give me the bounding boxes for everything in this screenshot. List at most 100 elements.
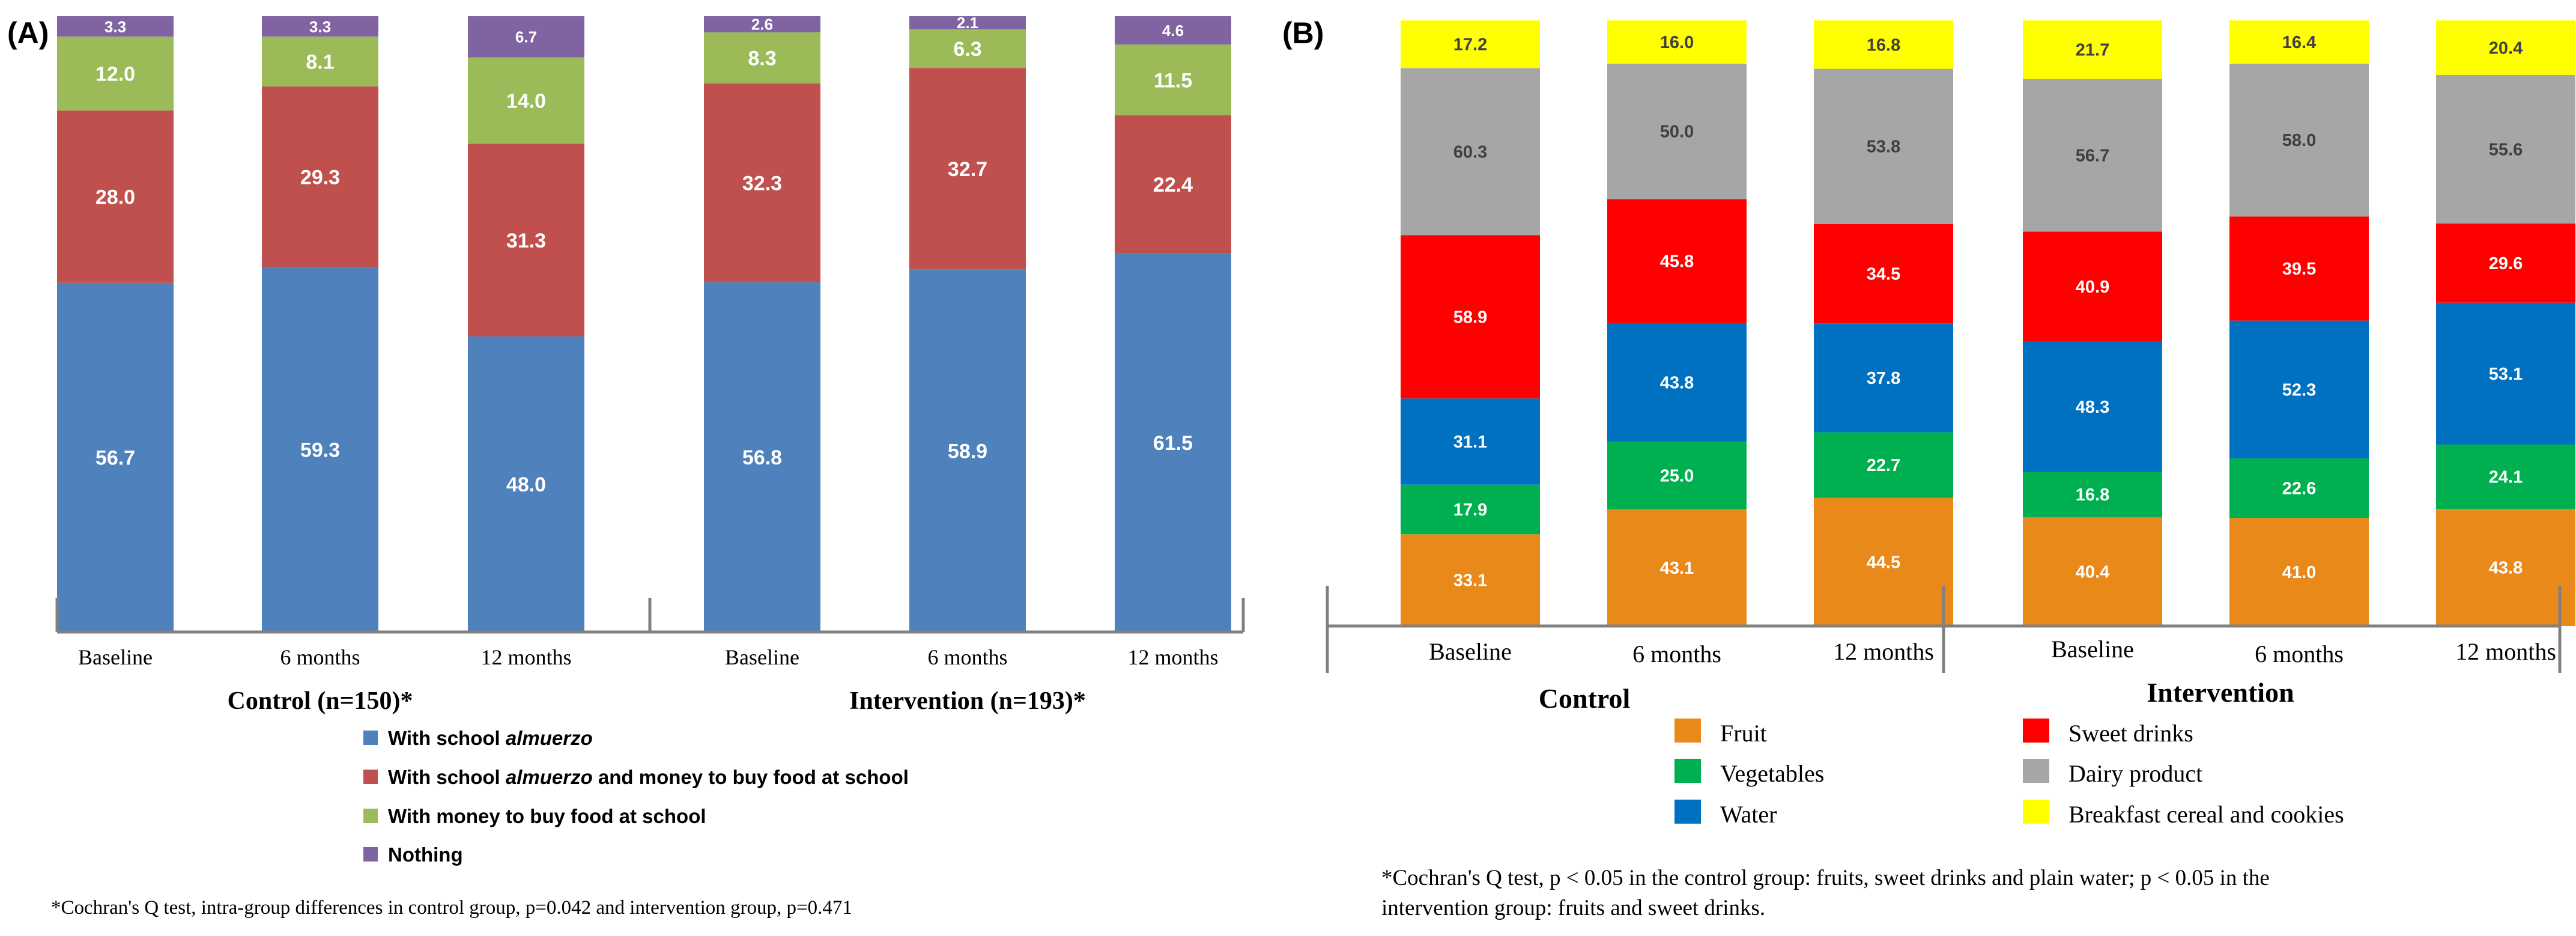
panel-a-legend: With school almuerzo With school almuerzo… [363,727,909,866]
data-label-with-school-almuerzo-2: 59.3 [300,439,340,461]
bar-nothing-2 [262,16,378,37]
bar-water-5 [2229,320,2369,459]
data-label-vegetables-3: 22.7 [1867,456,1900,475]
bar-vegetables-5 [2229,458,2369,518]
x-tick-label-1: Baseline [78,645,153,669]
bar-breakfast-cereal-and-cookies-4 [2023,20,2162,79]
panel-a-label: (A) [7,16,49,50]
legend-label-with-money-to-buy-food-at-school: With money to buy food at school [388,805,706,827]
data-label-with-school-almuerzo-3: 48.0 [506,473,546,496]
data-label-sweet-drinks-2: 45.8 [1660,252,1694,272]
data-label-nothing-1: 3.3 [105,17,126,35]
bar-vegetables-3 [1814,432,1953,498]
bar-dairy-product-1 [1401,68,1540,236]
x-tick-label-5: 6 months [927,645,1007,669]
legend-swatch-water [1674,800,1701,824]
bar-dairy-product-3 [1814,68,1953,224]
data-label-dairy-product-3: 53.8 [1867,138,1900,157]
data-label-fruit-1: 33.1 [1453,571,1487,591]
legend-label-fruit: Fruit [1720,720,1767,747]
bar-breakfast-cereal-and-cookies-3 [1814,20,1953,69]
bar-water-4 [2023,341,2162,472]
bar-vegetables-4 [2023,472,2162,517]
panel-a-footnote: *Cochran's Q test, intra-group differenc… [51,897,852,919]
bar-with-school-almuerzo-6 [1115,253,1231,632]
data-label-dairy-product-2: 50.0 [1660,123,1694,142]
legend-label-dairy-product: Dairy product [2068,760,2202,787]
legend-label-sweet-drinks: Sweet drinks [2068,720,2193,747]
data-label-nothing-4: 2.6 [751,16,773,34]
bar-fruit-1 [1401,534,1540,626]
data-label-sweet-drinks-5: 39.5 [2282,260,2316,279]
bar-nothing-1 [57,16,174,37]
bar-with-school-almuerzo-3 [468,336,584,632]
data-label-water-3: 37.8 [1867,369,1900,388]
bar-fruit-6 [2436,509,2575,626]
legend-swatch-nothing [363,847,378,862]
data-label-with-school-almuerzo-and-money-to-buy-food-at-school-2: 29.3 [300,166,340,189]
data-label-with-school-almuerzo-and-money-to-buy-food-at-school-3: 31.3 [506,229,546,252]
panel-b-legend: Fruit Vegetables Water Sweet drinks Dairy pr… [1674,719,2344,828]
bar-fruit-2 [1607,509,1747,626]
panel-b-x-axis: Baseline 6 months 12 months Baseline 6 month… [1326,586,2562,714]
bar-vegetables-2 [1607,442,1747,509]
data-label-with-school-almuerzo-5: 58.9 [948,440,987,463]
bar-with-school-almuerzo-and-money-to-buy-food-at-school-4 [704,83,820,282]
x-tick-label-6: 12 months [2455,638,2556,665]
bar-with-school-almuerzo-and-money-to-buy-food-at-school-6 [1115,115,1231,254]
panel-b-bars: 33.1 17.9 31.1 58.9 60.3 17.2 43.1 25.0 43.8 45.8… [1401,20,2575,626]
data-label-dairy-product-6: 55.6 [2489,140,2523,159]
data-label-dairy-product-4: 56.7 [2076,146,2109,165]
bar-with-school-almuerzo-5 [909,269,1026,632]
bar-dairy-product-6 [2436,74,2575,224]
panel-b-chart: (B) 33.1 17.9 31.1 58.9 60.3 17.2 43.1 25.0 43.8… [1282,16,2575,920]
data-label-fruit-3: 44.5 [1867,553,1900,572]
data-label-with-money-to-buy-food-at-school-1: 12.0 [95,63,135,86]
bar-with-school-almuerzo-and-money-to-buy-food-at-school-5 [909,68,1026,270]
data-label-with-school-almuerzo-6: 61.5 [1153,432,1193,455]
bar-with-money-to-buy-food-at-school-1 [57,36,174,111]
bar-sweet-drinks-3 [1814,223,1953,324]
data-label-water-2: 43.8 [1660,373,1694,392]
bar-with-school-almuerzo-and-money-to-buy-food-at-school-1 [57,110,174,283]
bar-with-school-almuerzo-4 [704,282,820,632]
footnote-line-2: intervention group: fruits and sweet dri… [1381,896,1765,920]
group-label-2: Intervention [2147,677,2294,708]
panel-b-footnote: *Cochran's Q test, p < 0.05 in the contr… [1381,866,2270,920]
data-label-with-money-to-buy-food-at-school-4: 8.3 [748,47,776,70]
data-label-breakfast-cereal-and-cookies-2: 16.0 [1660,33,1694,52]
bar-with-money-to-buy-food-at-school-4 [704,32,820,84]
bar-water-1 [1401,398,1540,485]
legend-label-breakfast-cereal-and-cookies: Breakfast cereal and cookies [2068,801,2344,828]
data-label-water-5: 52.3 [2282,380,2316,400]
legend-swatch-fruit [1674,719,1701,743]
x-tick-label-6: 12 months [1127,645,1218,669]
bar-with-school-almuerzo-2 [262,267,378,632]
legend-swatch-sweet-drinks [2023,719,2049,743]
data-label-nothing-3: 6.7 [515,28,537,46]
data-label-with-school-almuerzo-and-money-to-buy-food-at-school-5: 32.7 [948,158,987,181]
data-label-with-school-almuerzo-and-money-to-buy-food-at-school-6: 22.4 [1153,174,1193,196]
data-label-sweet-drinks-4: 40.9 [2076,278,2109,297]
legend-label-vegetables: Vegetables [1720,760,1824,787]
legend-swatch-with-school-almuerzo-and-money-to-buy-food-at-school [363,770,378,784]
bar-dairy-product-4 [2023,79,2162,232]
data-label-with-school-almuerzo-and-money-to-buy-food-at-school-4: 32.3 [742,172,782,195]
group-label-1: Control [1539,683,1631,714]
bar-fruit-4 [2023,517,2162,626]
bar-vegetables-6 [2436,444,2575,509]
x-tick-label-1: Baseline [1429,638,1512,665]
data-label-breakfast-cereal-and-cookies-1: 17.2 [1453,35,1487,55]
x-tick-label-5: 6 months [2255,640,2344,667]
x-tick-label-3: 12 months [480,645,571,669]
group-label-2: Intervention (n=193)* [849,687,1086,715]
bar-with-money-to-buy-food-at-school-5 [909,29,1026,68]
data-label-vegetables-2: 25.0 [1660,466,1694,485]
data-label-breakfast-cereal-and-cookies-4: 21.7 [2076,41,2109,60]
data-label-with-school-almuerzo-and-money-to-buy-food-at-school-1: 28.0 [95,186,135,209]
data-label-dairy-product-1: 60.3 [1453,142,1487,162]
data-label-nothing-5: 2.1 [957,14,978,32]
bar-breakfast-cereal-and-cookies-1 [1401,20,1540,68]
data-label-nothing-2: 3.3 [309,17,331,35]
